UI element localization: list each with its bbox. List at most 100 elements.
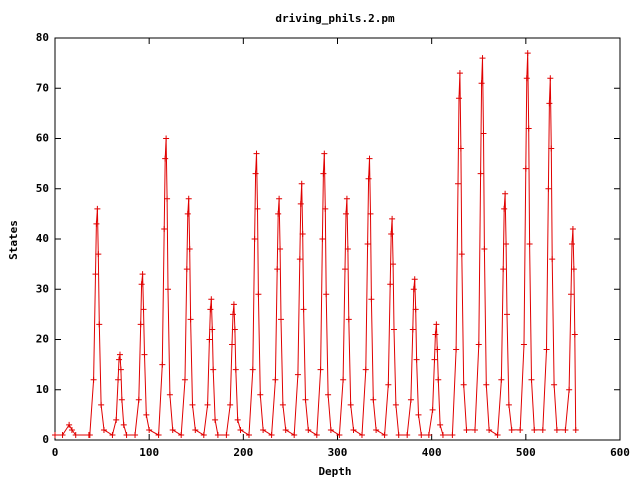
data-point bbox=[183, 266, 190, 273]
data-point bbox=[413, 356, 420, 363]
data-point bbox=[282, 426, 289, 433]
data-point bbox=[68, 426, 75, 433]
data-point bbox=[553, 426, 560, 433]
data-point bbox=[223, 431, 230, 438]
data-point bbox=[118, 396, 125, 403]
data-point bbox=[72, 431, 79, 438]
data-point bbox=[370, 396, 377, 403]
data-point bbox=[366, 155, 373, 162]
data-point bbox=[391, 326, 397, 333]
x-tick-label: 200 bbox=[233, 446, 253, 459]
y-axis-label: States bbox=[7, 220, 20, 260]
data-point bbox=[388, 230, 395, 237]
x-tick-label: 100 bbox=[139, 446, 159, 459]
data-point bbox=[319, 236, 326, 242]
y-tick-label: 70 bbox=[36, 81, 49, 94]
data-point bbox=[429, 406, 436, 413]
data-point bbox=[123, 431, 130, 438]
data-line bbox=[55, 53, 577, 436]
data-point bbox=[418, 431, 425, 438]
data-point bbox=[480, 130, 487, 137]
data-point bbox=[302, 396, 309, 403]
data-point bbox=[186, 246, 193, 253]
data-point bbox=[439, 431, 446, 438]
data-point bbox=[373, 426, 380, 433]
data-point bbox=[453, 346, 460, 353]
x-tick-label: 0 bbox=[52, 446, 59, 459]
data-point bbox=[227, 401, 234, 408]
data-point bbox=[350, 426, 357, 433]
data-point bbox=[523, 75, 530, 82]
data-point bbox=[135, 396, 142, 403]
data-point bbox=[323, 291, 330, 298]
data-point bbox=[520, 341, 527, 348]
data-point bbox=[449, 431, 456, 438]
data-point bbox=[367, 210, 374, 217]
data-point bbox=[276, 195, 283, 202]
data-point bbox=[141, 351, 148, 358]
data-point bbox=[431, 356, 438, 363]
data-point bbox=[549, 256, 556, 263]
data-point bbox=[187, 316, 194, 323]
data-point bbox=[432, 331, 439, 338]
data-point bbox=[52, 431, 58, 438]
data-point bbox=[412, 306, 419, 313]
data-point bbox=[253, 150, 260, 157]
data-point bbox=[96, 321, 103, 328]
data-point bbox=[207, 306, 214, 313]
data-point bbox=[321, 150, 328, 157]
data-point bbox=[477, 170, 484, 177]
data-point bbox=[433, 321, 440, 328]
data-point bbox=[483, 381, 490, 388]
data-point bbox=[322, 205, 329, 212]
data-point bbox=[212, 416, 219, 423]
data-point bbox=[343, 195, 350, 202]
data-point bbox=[59, 431, 66, 438]
data-point bbox=[531, 426, 538, 433]
data-point bbox=[325, 391, 332, 398]
data-point bbox=[291, 431, 298, 438]
data-point bbox=[234, 416, 241, 423]
data-point bbox=[508, 426, 515, 433]
data-point bbox=[457, 145, 464, 152]
data-point bbox=[113, 416, 120, 423]
data-point bbox=[206, 336, 213, 343]
data-point bbox=[299, 230, 306, 237]
data-point bbox=[572, 426, 579, 433]
data-point bbox=[98, 401, 105, 408]
data-point bbox=[458, 251, 465, 258]
data-point bbox=[392, 401, 399, 408]
data-point bbox=[257, 391, 264, 398]
data-point bbox=[425, 431, 432, 438]
data-point bbox=[463, 426, 470, 433]
data-point bbox=[162, 155, 169, 162]
data-point bbox=[204, 401, 211, 408]
data-point bbox=[254, 205, 261, 212]
data-point bbox=[90, 376, 97, 383]
data-point bbox=[163, 135, 170, 142]
data-point bbox=[478, 80, 485, 87]
data-point bbox=[229, 311, 236, 318]
data-point bbox=[117, 366, 124, 373]
data-point bbox=[278, 316, 284, 323]
data-point bbox=[279, 401, 286, 408]
data-point bbox=[181, 376, 188, 383]
data-point bbox=[503, 241, 510, 248]
data-point bbox=[66, 421, 73, 428]
data-point bbox=[294, 371, 301, 378]
data-point bbox=[547, 75, 554, 82]
data-point bbox=[300, 306, 307, 313]
chart-title: driving_phils.2.pm bbox=[275, 12, 395, 25]
data-point bbox=[407, 396, 414, 403]
data-point bbox=[297, 200, 304, 207]
data-point bbox=[260, 426, 267, 433]
data-point bbox=[159, 361, 166, 368]
data-point bbox=[189, 401, 196, 408]
data-point bbox=[178, 431, 185, 438]
data-point bbox=[245, 431, 252, 438]
data-point bbox=[185, 195, 192, 202]
data-point bbox=[214, 431, 221, 438]
data-point bbox=[137, 321, 144, 328]
data-point bbox=[502, 190, 509, 197]
